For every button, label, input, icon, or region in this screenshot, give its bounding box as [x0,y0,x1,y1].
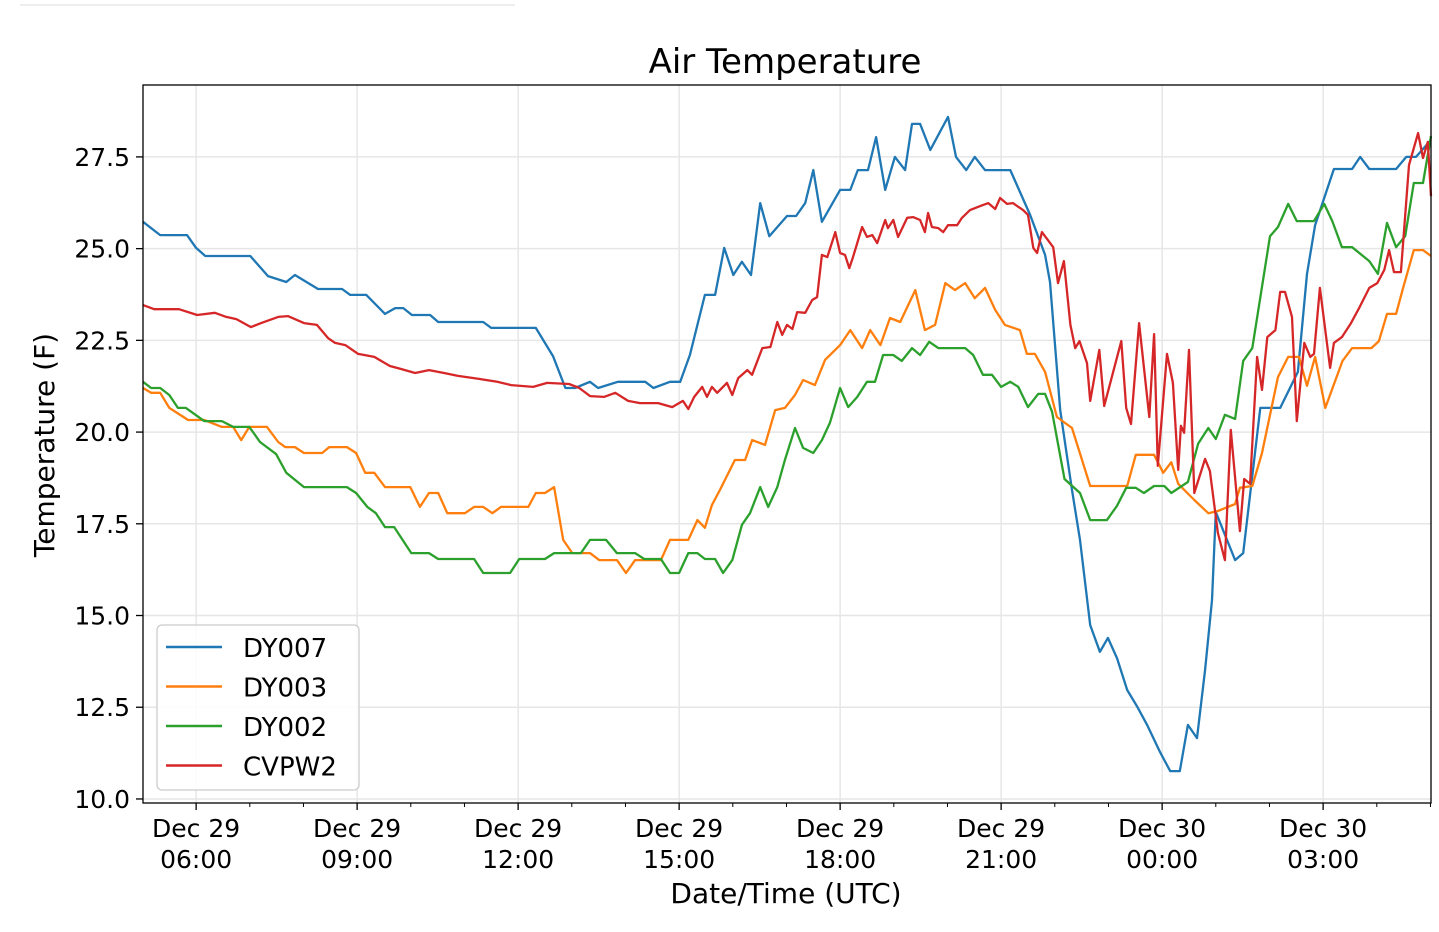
series-line-cvpw2 [142,131,1433,562]
chart-title: Air Temperature [649,42,922,82]
x-tick-label-date: Dec 30 [1279,814,1367,843]
y-tick-label: 12.5 [74,693,130,722]
legend-box [156,624,360,791]
y-axis: 10.0 12.5 15.0 17.5 20.0 22.5 25.0 27.5 [74,143,143,814]
x-tick-label-date: Dec 29 [957,814,1045,843]
x-tick-label-date: Dec 29 [474,814,562,843]
legend: DY007 DY003 DY002 CVPW2 [156,624,360,791]
grid [143,85,1431,803]
x-tick-label-date: Dec 29 [152,814,240,843]
legend-label: DY007 [243,634,327,664]
x-tick-label-date: Dec 29 [313,814,401,843]
series-lines [142,115,1433,773]
top-divider [20,4,515,6]
series-line-dy003 [142,248,1432,575]
y-tick-label: 15.0 [74,602,130,631]
x-tick-label-date: Dec 30 [1118,814,1206,843]
series-line-dy007 [142,115,1432,773]
x-tick-label-time: 21:00 [965,845,1037,874]
legend-label: CVPW2 [243,753,337,783]
legend-label: DY003 [243,674,327,704]
x-tick-label-date: Dec 29 [796,814,884,843]
x-axis-label: Date/Time (UTC) [670,877,901,910]
x-tick-label-time: 06:00 [160,845,232,874]
y-tick-label: 22.5 [74,326,130,355]
y-tick-label: 20.0 [74,418,130,447]
x-tick-label-time: 00:00 [1126,845,1198,874]
x-tick-label-time: 09:00 [321,845,393,874]
x-tick-label-time: 12:00 [482,845,554,874]
y-tick-label: 27.5 [74,143,130,172]
y-tick-label: 17.5 [74,510,130,539]
x-tick-label-time: 03:00 [1287,845,1359,874]
legend-label: DY002 [243,713,327,743]
x-tick-label-date: Dec 29 [635,814,723,843]
x-tick-label-time: 18:00 [804,845,876,874]
series-line-dy002 [142,135,1433,575]
x-tick-label-time: 15:00 [643,845,715,874]
plot-frame [142,84,1432,804]
y-axis-label: Temperature (F) [28,333,61,558]
y-tick-label: 25.0 [74,235,130,264]
y-tick-label: 10.0 [74,785,130,814]
